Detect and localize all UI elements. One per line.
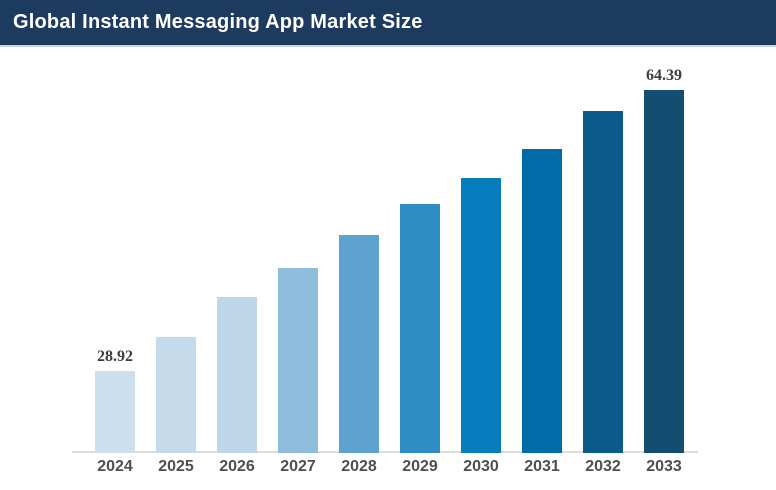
x-axis-label-2027: 2027	[280, 458, 316, 475]
x-axis-label-2024: 2024	[97, 458, 133, 475]
x-axis-label-2028: 2028	[341, 458, 377, 475]
bar-2025	[156, 337, 196, 453]
bar-2024	[95, 371, 135, 453]
bar-2028	[339, 235, 379, 453]
bar-2032	[583, 111, 623, 453]
bar-2029	[400, 204, 440, 453]
x-axis-label-2026: 2026	[219, 458, 255, 475]
x-axis-label-2025: 2025	[158, 458, 194, 475]
bar-value-label-2033: 64.39	[646, 67, 682, 84]
bar-2033	[644, 90, 684, 453]
x-axis-label-2029: 2029	[402, 458, 438, 475]
x-axis-label-2033: 2033	[646, 458, 682, 475]
x-axis-line	[72, 451, 698, 453]
x-axis-label-2031: 2031	[524, 458, 560, 475]
bar-2031	[522, 149, 562, 453]
bar-value-label-2024: 28.92	[97, 348, 133, 365]
bar-2027	[278, 268, 318, 453]
chart-header: Global Instant Messaging App Market Size	[0, 0, 776, 47]
bar-2026	[217, 297, 257, 453]
x-axis-label-2032: 2032	[585, 458, 621, 475]
chart-title: Global Instant Messaging App Market Size	[13, 11, 423, 33]
bar-chart: 28.92 2024 2025 2026 2027 2028 2029 2030 2031 203…	[0, 49, 776, 490]
bar-2030	[461, 178, 501, 453]
x-axis-label-2030: 2030	[463, 458, 499, 475]
